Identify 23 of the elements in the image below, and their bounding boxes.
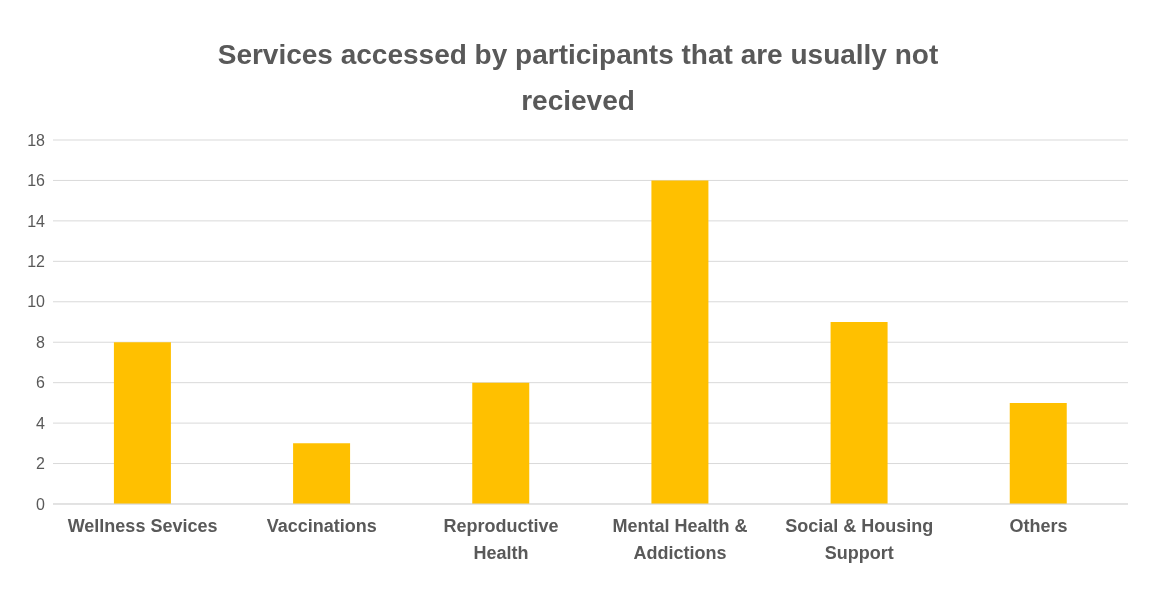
x-tick-label: Mental Health & Addictions	[612, 516, 748, 563]
y-tick-label: 0	[36, 495, 46, 513]
y-tick-label: 16	[27, 172, 46, 190]
x-tick-label: Vaccinations	[266, 516, 377, 536]
y-tick-label: 6	[36, 374, 46, 392]
x-tick-label: Others	[1009, 516, 1068, 536]
y-tick-label: 12	[27, 253, 46, 271]
bar	[293, 443, 351, 504]
y-tick-label: 2	[36, 455, 46, 473]
chart-title: Services accessed by participants that are usually not recieved	[216, 38, 940, 118]
bar	[113, 342, 171, 504]
x-tick-label: Wellness Sevices	[67, 516, 218, 536]
y-tick-label: 8	[36, 333, 46, 351]
x-tick-label: Social & Housing Support	[785, 516, 934, 563]
bar	[651, 180, 709, 504]
y-tick-label: 4	[36, 414, 46, 432]
y-tick-label: 10	[27, 293, 46, 311]
bar	[1009, 402, 1067, 504]
x-tick-label: Reproductive Health	[443, 516, 559, 563]
y-tick-label: 14	[27, 212, 46, 230]
bar	[830, 322, 888, 504]
bar	[472, 382, 530, 504]
y-tick-label: 18	[27, 131, 46, 149]
